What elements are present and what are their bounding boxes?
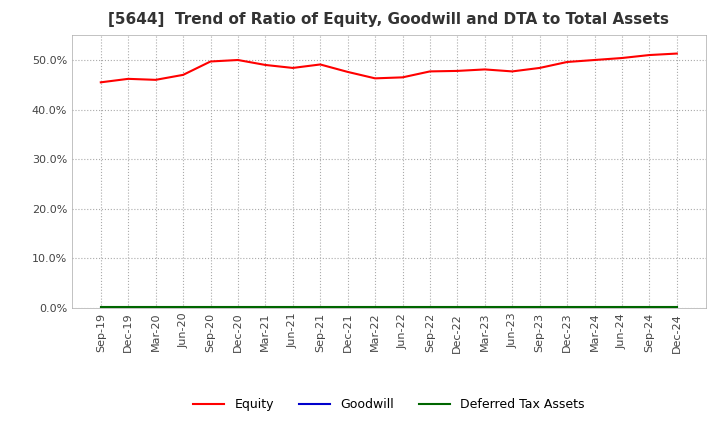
Deferred Tax Assets (124, 304, 132, 310)
Equity (371, 76, 379, 81)
Goodwill (179, 305, 187, 311)
Equity (289, 65, 297, 70)
Equity (672, 51, 681, 56)
Deferred Tax Assets (316, 304, 325, 310)
Equity (206, 59, 215, 64)
Goodwill (343, 305, 352, 311)
Goodwill (672, 305, 681, 311)
Equity (398, 75, 407, 80)
Deferred Tax Assets (672, 304, 681, 310)
Deferred Tax Assets (151, 304, 160, 310)
Goodwill (453, 305, 462, 311)
Deferred Tax Assets (480, 304, 489, 310)
Deferred Tax Assets (508, 304, 516, 310)
Deferred Tax Assets (343, 304, 352, 310)
Deferred Tax Assets (453, 304, 462, 310)
Equity (96, 80, 105, 85)
Equity (124, 76, 132, 81)
Equity (618, 55, 626, 61)
Deferred Tax Assets (590, 304, 599, 310)
Equity (508, 69, 516, 74)
Equity (426, 69, 434, 74)
Deferred Tax Assets (289, 304, 297, 310)
Deferred Tax Assets (261, 304, 270, 310)
Deferred Tax Assets (536, 304, 544, 310)
Deferred Tax Assets (233, 304, 242, 310)
Equity (233, 57, 242, 62)
Goodwill (398, 305, 407, 311)
Goodwill (508, 305, 516, 311)
Goodwill (96, 305, 105, 311)
Goodwill (645, 305, 654, 311)
Goodwill (426, 305, 434, 311)
Legend: Equity, Goodwill, Deferred Tax Assets: Equity, Goodwill, Deferred Tax Assets (188, 393, 590, 416)
Deferred Tax Assets (618, 304, 626, 310)
Goodwill (151, 305, 160, 311)
Goodwill (480, 305, 489, 311)
Goodwill (233, 305, 242, 311)
Goodwill (261, 305, 270, 311)
Deferred Tax Assets (206, 304, 215, 310)
Equity (343, 69, 352, 74)
Equity (645, 52, 654, 58)
Title: [5644]  Trend of Ratio of Equity, Goodwill and DTA to Total Assets: [5644] Trend of Ratio of Equity, Goodwil… (108, 12, 670, 27)
Deferred Tax Assets (398, 304, 407, 310)
Goodwill (371, 305, 379, 311)
Goodwill (289, 305, 297, 311)
Deferred Tax Assets (371, 304, 379, 310)
Equity (151, 77, 160, 82)
Deferred Tax Assets (426, 304, 434, 310)
Deferred Tax Assets (563, 304, 572, 310)
Equity (536, 65, 544, 70)
Equity (261, 62, 270, 68)
Goodwill (206, 305, 215, 311)
Equity (179, 72, 187, 77)
Equity (480, 67, 489, 72)
Goodwill (316, 305, 325, 311)
Equity (453, 68, 462, 73)
Equity (590, 57, 599, 62)
Goodwill (618, 305, 626, 311)
Deferred Tax Assets (96, 304, 105, 310)
Goodwill (124, 305, 132, 311)
Equity (316, 62, 325, 67)
Deferred Tax Assets (645, 304, 654, 310)
Deferred Tax Assets (179, 304, 187, 310)
Goodwill (590, 305, 599, 311)
Goodwill (563, 305, 572, 311)
Equity (563, 59, 572, 65)
Goodwill (536, 305, 544, 311)
Line: Equity: Equity (101, 54, 677, 82)
